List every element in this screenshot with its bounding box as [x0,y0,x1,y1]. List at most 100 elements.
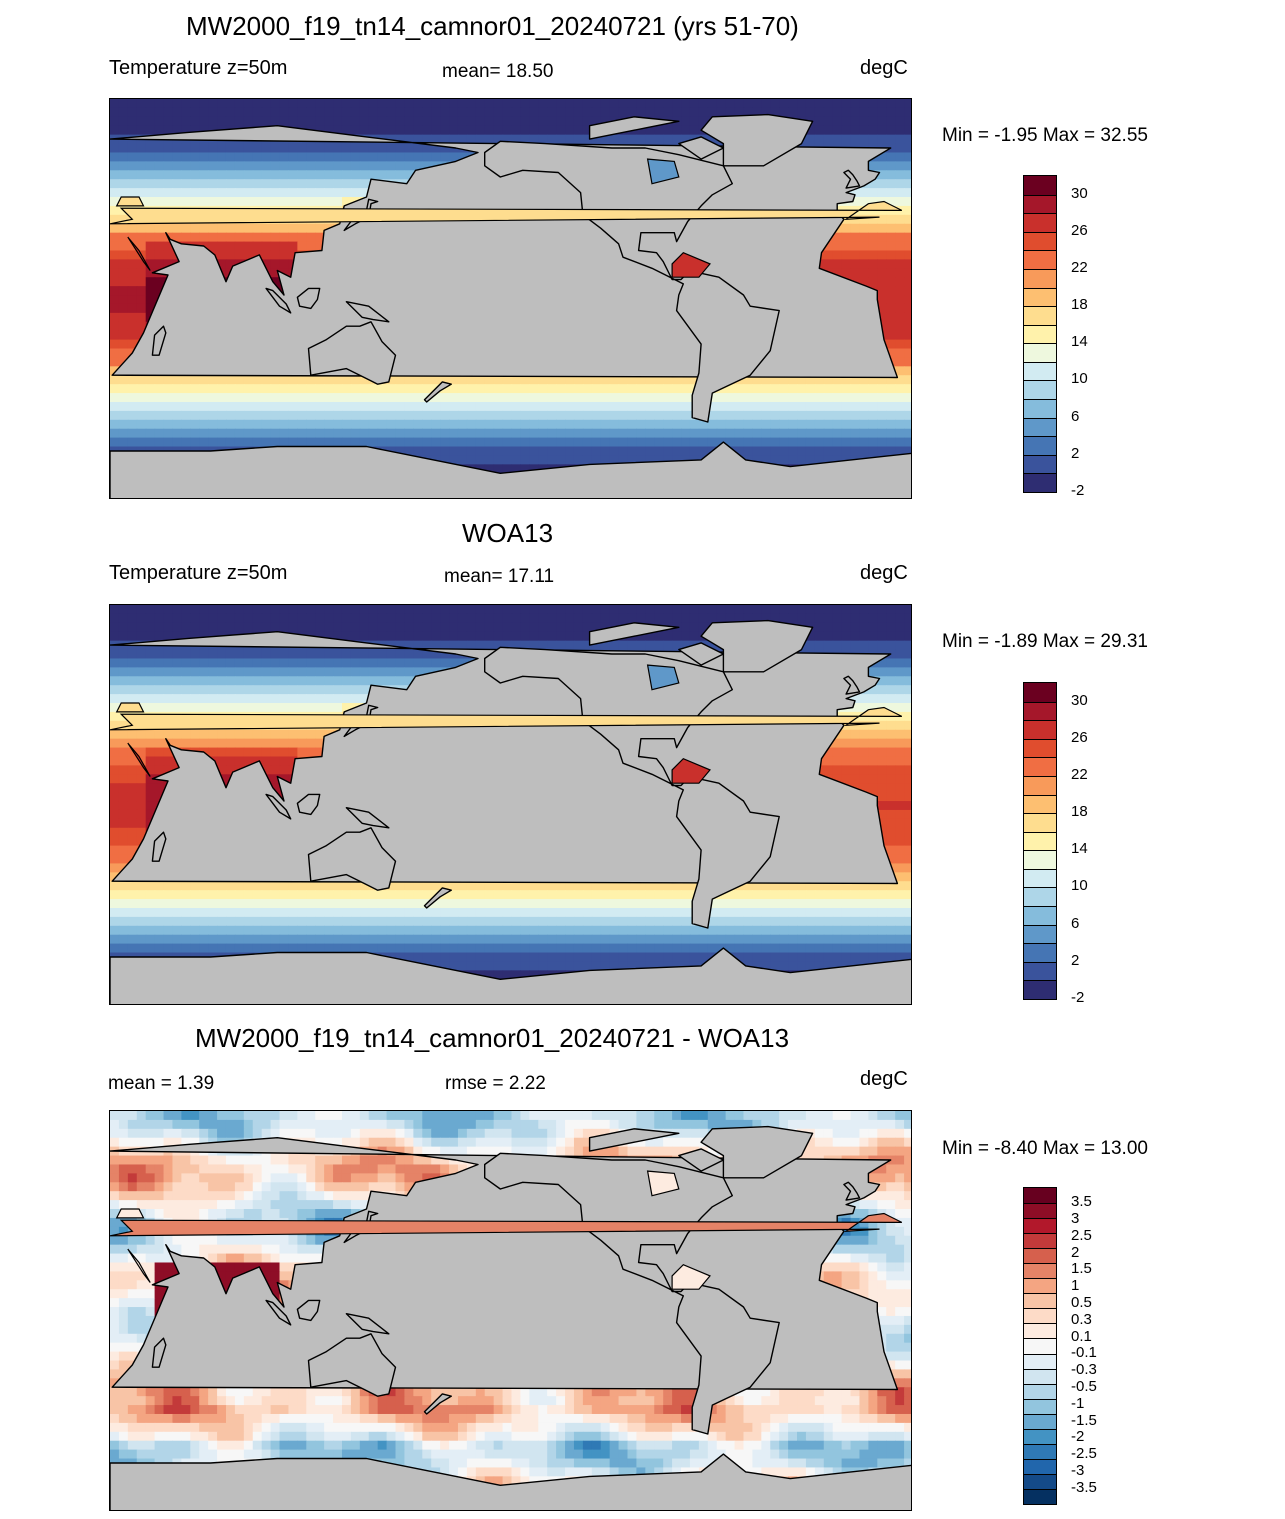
colorbar-swatch [1024,720,1056,740]
colorbar-label: 10 [1071,370,1088,388]
land-australia [307,827,397,891]
colorbar-label: -2 [1071,482,1085,499]
colorbar-label: -2.5 [1071,1445,1097,1463]
panel3-units: degC [860,1068,908,1090]
colorbar-label: 6 [1071,407,1080,425]
land-greenland [700,1125,814,1179]
colorbar-swatch [1024,324,1056,344]
colorbar-label: 18 [1071,296,1088,314]
colorbar-label: -3.5 [1071,1478,1097,1496]
colorbar-swatch [1024,868,1056,888]
colorbar-swatch [1024,1308,1056,1324]
land-sumatra [265,793,292,820]
colorbar-swatch [1024,701,1056,721]
panel2-mean: mean= 17.11 [444,566,555,587]
colorbar-swatch [1024,906,1056,926]
land-nz [423,381,452,403]
colorbar-label: -0.3 [1071,1361,1097,1379]
panel2-colorbar [1023,682,1057,1000]
colorbar-swatch [1024,399,1056,419]
colorbar-label: -1.5 [1071,1411,1097,1429]
colorbar-swatch [1024,1218,1056,1234]
land-baffin [678,642,725,666]
land-arctic_isles [588,116,680,140]
panel3-rmse: rmse = 2.22 [445,1073,546,1094]
colorbar-swatch [1024,1488,1056,1505]
colorbar-swatch [1024,924,1056,944]
colorbar-swatch [1024,887,1056,907]
land-antarctica [110,947,911,1004]
colorbar-swatch [1024,1323,1056,1339]
colorbar-label: 26 [1071,728,1088,746]
colorbar-swatch [1024,1413,1056,1430]
land-australia [307,321,397,385]
sea-black [115,196,145,207]
land-greenland [700,113,814,167]
land-greenland [700,619,814,673]
land-madagascar [151,325,167,356]
land-arctic_isles [588,622,680,646]
sea-black [115,1208,145,1219]
colorbar-label: 26 [1071,221,1088,239]
colorbar-swatch [1024,436,1056,456]
colorbar-label: -2 [1071,989,1085,1006]
land-uk [843,169,861,189]
colorbar-swatch [1024,1233,1056,1249]
colorbar-label: -1 [1071,1394,1085,1412]
colorbar-label: 30 [1071,184,1088,202]
colorbar-label: 6 [1071,914,1080,932]
land-borneo [296,287,321,310]
colorbar-swatch [1024,194,1056,214]
colorbar-swatch [1024,473,1056,493]
colorbar-swatch [1024,213,1056,233]
colorbar-label: 22 [1071,258,1088,276]
sea-med [110,1212,903,1237]
colorbar-label: 14 [1071,840,1088,858]
colorbar-label: 14 [1071,333,1088,351]
colorbar-swatch [1024,1338,1056,1355]
panel3-minmax: Min = -8.40 Max = 13.00 [942,1138,1148,1159]
panel1-mean: mean= 18.50 [442,61,554,82]
colorbar-swatch [1024,738,1056,758]
colorbar-label: 0.5 [1071,1293,1092,1311]
colorbar-label: 10 [1071,877,1088,895]
sea-med [110,200,903,225]
land-borneo [296,1299,321,1322]
colorbar-label: 1.5 [1071,1260,1092,1278]
colorbar-label: 22 [1071,765,1088,783]
sea-hudson [646,158,680,185]
colorbar-swatch [1024,1203,1056,1219]
colorbar-swatch [1024,361,1056,381]
colorbar-swatch [1024,850,1056,870]
panel3-map [109,1110,912,1511]
colorbar-swatch [1024,1248,1056,1264]
colorbar-label: 3.5 [1071,1193,1092,1211]
panel1-minmax: Min = -1.95 Max = 32.55 [942,125,1148,146]
land-antarctica [110,1453,911,1510]
colorbar-swatch [1024,1263,1056,1279]
land-newguinea [345,301,390,323]
colorbar-swatch [1024,306,1056,326]
sea-hudson [646,664,680,691]
colorbar-label: -2 [1071,1428,1085,1446]
colorbar-swatch [1024,1353,1056,1370]
panel2-variable-label: Temperature z=50m [109,562,288,584]
colorbar-swatch [1024,380,1056,400]
colorbar-label: -3 [1071,1462,1085,1480]
colorbar-swatch [1024,1188,1056,1204]
colorbar-swatch [1024,1383,1056,1400]
colorbar-label: 2 [1071,444,1080,462]
colorbar-swatch [1024,1278,1056,1294]
land-antarctica [110,441,911,498]
colorbar-label: 2.5 [1071,1226,1092,1244]
colorbar-swatch [1024,775,1056,796]
colorbar-label: 0.3 [1071,1310,1092,1328]
colorbar-swatch [1024,1473,1056,1490]
colorbar-label: -0.1 [1071,1344,1097,1362]
colorbar-swatch [1024,1428,1056,1445]
colorbar-label: -0.5 [1071,1378,1097,1396]
colorbar-label: 3 [1071,1209,1080,1227]
panel2-units: degC [860,562,908,584]
land-borneo [296,793,321,816]
colorbar-swatch [1024,1368,1056,1385]
